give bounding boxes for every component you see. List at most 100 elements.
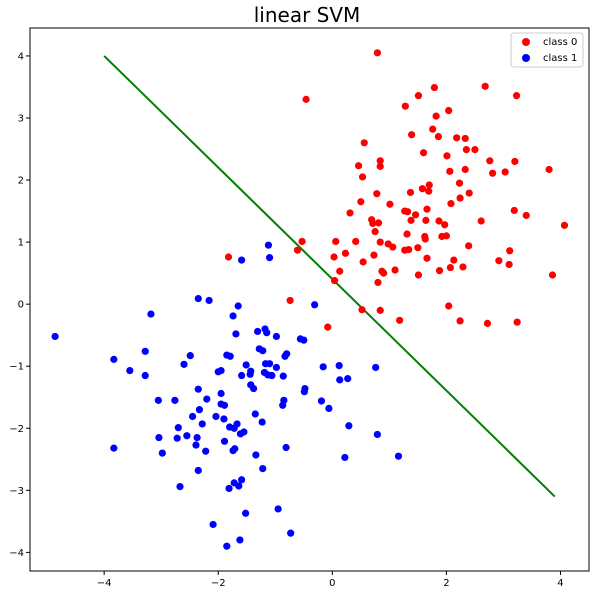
y-tick-label: −4 <box>9 548 24 559</box>
scatter-point-class-0 <box>434 133 443 141</box>
y-tick-label: 3 <box>18 113 24 124</box>
decision-boundary-line <box>103 55 556 498</box>
scatter-point-class-0 <box>376 162 384 170</box>
scatter-point-class-0 <box>560 221 569 229</box>
scatter-point-class-1 <box>203 395 211 403</box>
scatter-point-class-1 <box>264 241 273 249</box>
scatter-point-class-1 <box>158 449 166 457</box>
x-tick-label: −2 <box>211 578 226 589</box>
scatter-point-class-1 <box>154 396 162 404</box>
scatter-point-class-1 <box>229 447 237 455</box>
scatter-point-class-1 <box>217 389 225 398</box>
scatter-point-class-0 <box>429 125 437 133</box>
scatter-point-class-1 <box>251 410 259 418</box>
scatter-point-class-0 <box>224 253 233 261</box>
scatter-point-class-1 <box>209 520 217 529</box>
scatter-point-class-0 <box>445 302 453 310</box>
scatter-point-class-1 <box>235 482 243 490</box>
scatter-point-class-0 <box>481 82 489 90</box>
scatter-point-class-1 <box>341 453 349 462</box>
scatter-point-class-0 <box>501 168 509 176</box>
scatter-point-class-1 <box>287 529 295 537</box>
scatter-point-class-1 <box>220 437 229 445</box>
scatter-point-class-1 <box>110 444 118 452</box>
scatter-point-class-1 <box>259 465 267 473</box>
scatter-point-class-0 <box>423 254 431 262</box>
scatter-point-class-1 <box>242 361 250 369</box>
scatter-point-class-1 <box>300 388 308 396</box>
scatter-point-class-1 <box>394 452 403 460</box>
scatter-point-class-0 <box>373 190 381 198</box>
scatter-point-class-1 <box>325 404 333 413</box>
scatter-point-class-1 <box>236 536 244 544</box>
scatter-point-class-1 <box>272 363 281 372</box>
scatter-point-class-0 <box>432 112 440 120</box>
scatter-point-class-1 <box>188 412 197 421</box>
plot-frame <box>29 27 590 572</box>
scatter-point-class-1 <box>242 509 250 517</box>
y-tick-label: −1 <box>9 362 24 373</box>
scatter-point-class-0 <box>411 211 420 219</box>
scatter-point-class-0 <box>389 243 397 251</box>
scatter-point-class-0 <box>341 249 350 257</box>
legend-marker-class-0 <box>522 38 530 46</box>
scatter-point-class-0 <box>461 165 469 174</box>
scatter-point-class-1 <box>263 329 271 337</box>
scatter-point-class-1 <box>192 441 200 449</box>
y-tick-label: 2 <box>18 176 24 187</box>
scatter-point-class-0 <box>425 187 433 195</box>
scatter-point-class-0 <box>359 258 367 266</box>
scatter-point-class-0 <box>495 257 503 265</box>
scatter-point-class-0 <box>435 267 444 275</box>
scatter-point-class-1 <box>246 370 254 378</box>
scatter-point-class-1 <box>126 366 134 375</box>
legend-label-class-0: class 0 <box>543 37 577 48</box>
scatter-point-class-1 <box>373 430 381 439</box>
plot-area <box>29 27 590 572</box>
scatter-point-class-0 <box>336 267 344 275</box>
scatter-point-class-1 <box>300 336 308 344</box>
scatter-point-class-0 <box>414 92 423 100</box>
scatter-point-class-1 <box>195 406 204 414</box>
scatter-point-class-1 <box>198 420 206 428</box>
scatter-point-class-0 <box>522 211 530 220</box>
scatter-point-class-1 <box>234 302 242 310</box>
scatter-point-class-1 <box>194 385 202 393</box>
scatter-point-class-1 <box>336 376 344 384</box>
scatter-point-class-0 <box>330 276 339 285</box>
scatter-point-class-1 <box>220 401 229 409</box>
scatter-point-class-1 <box>279 401 287 409</box>
scatter-point-class-1 <box>51 332 59 341</box>
scatter-point-class-0 <box>374 219 383 227</box>
y-tick-label: 1 <box>18 238 24 249</box>
scatter-point-class-1 <box>223 542 231 550</box>
scatter-point-class-1 <box>258 418 266 426</box>
scatter-point-class-1 <box>141 347 149 355</box>
scatter-point-class-1 <box>225 484 233 493</box>
scatter-point-class-0 <box>459 263 467 271</box>
scatter-point-class-0 <box>374 278 382 287</box>
scatter-point-class-0 <box>419 149 428 157</box>
scatter-point-class-0 <box>414 271 423 279</box>
scatter-point-class-1 <box>311 301 319 309</box>
scatter-point-class-0 <box>505 260 513 269</box>
scatter-point-class-0 <box>446 263 454 272</box>
scatter-point-class-1 <box>238 256 246 264</box>
scatter-point-class-0 <box>376 238 384 246</box>
legend-marker-class-1 <box>522 54 530 62</box>
scatter-point-class-0 <box>477 217 485 225</box>
scatter-point-class-0 <box>512 92 521 100</box>
scatter-point-class-1 <box>205 296 213 305</box>
scatter-point-class-0 <box>446 167 454 175</box>
scatter-point-class-0 <box>401 102 409 110</box>
scatter-point-class-0 <box>506 247 514 255</box>
scatter-point-class-1 <box>183 432 191 440</box>
scatter-point-class-1 <box>202 447 210 455</box>
scatter-point-class-1 <box>193 433 201 442</box>
scatter-point-class-0 <box>465 189 473 197</box>
scatter-point-class-1 <box>171 396 179 404</box>
scatter-point-class-1 <box>335 361 343 370</box>
scatter-point-class-1 <box>252 451 260 459</box>
scatter-point-class-1 <box>212 412 220 421</box>
